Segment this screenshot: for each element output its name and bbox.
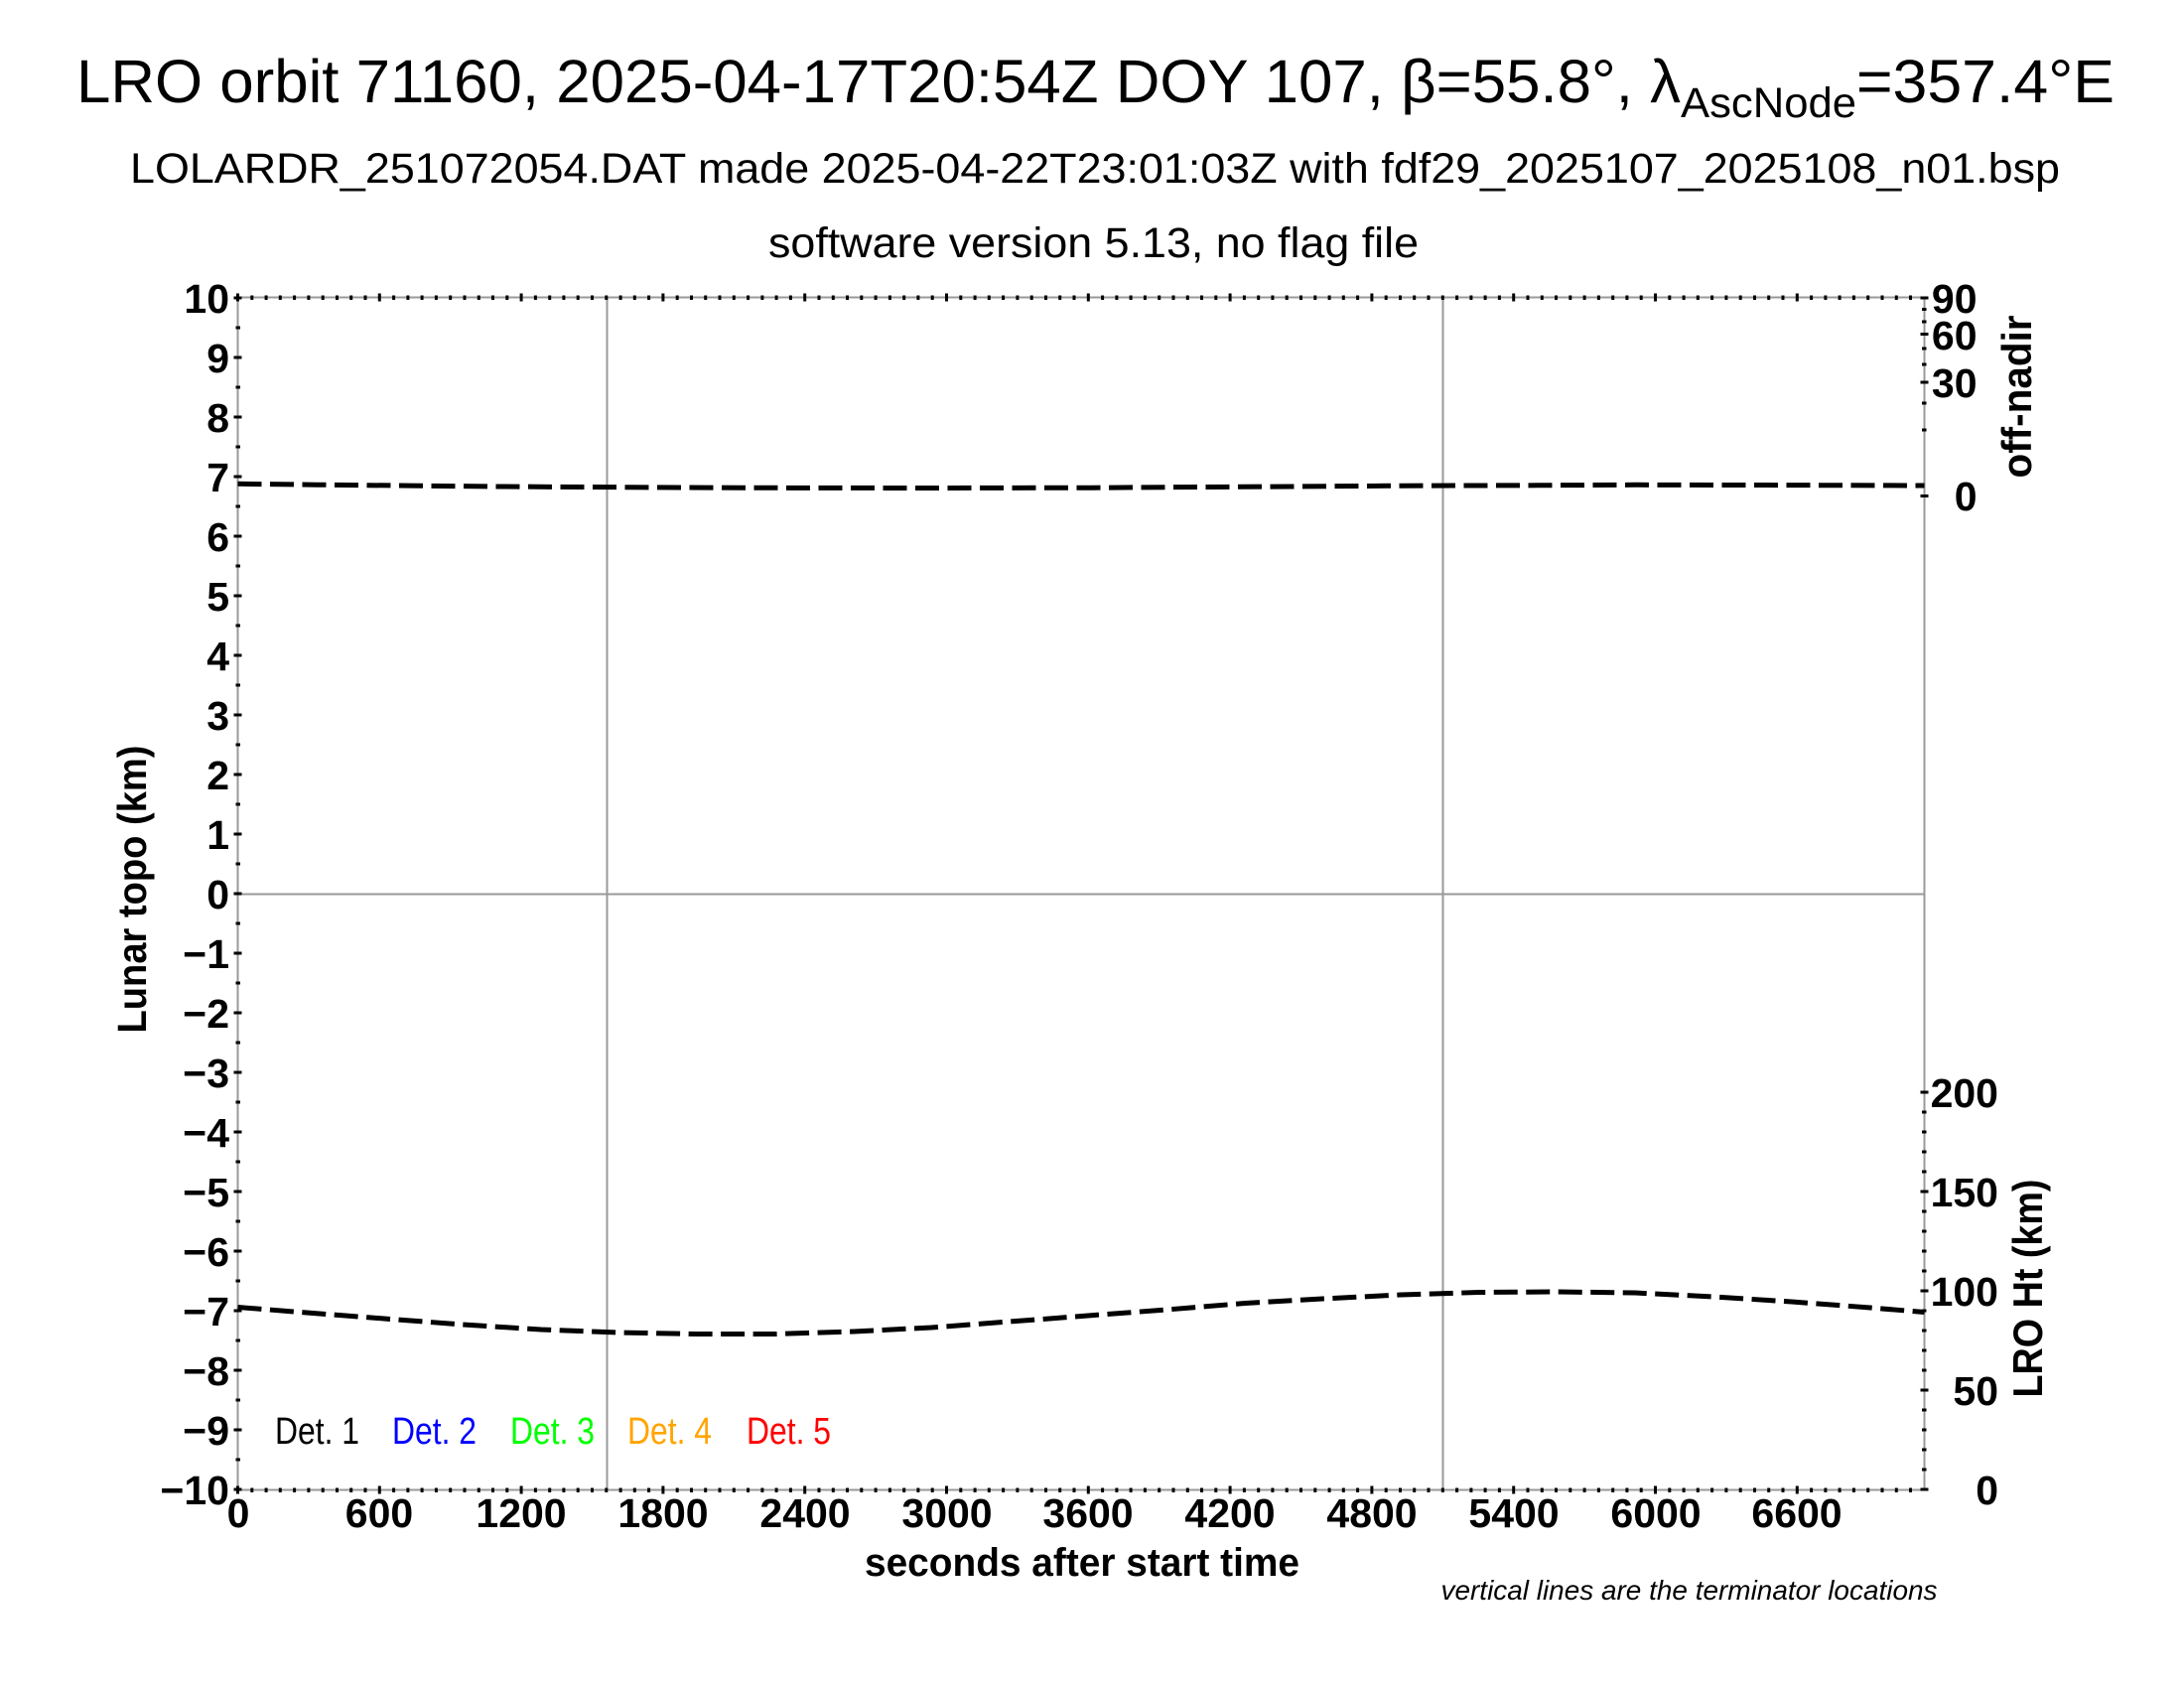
svg-text:−8: −8 (183, 1348, 229, 1394)
svg-text:Det. 2: Det. 2 (392, 1411, 477, 1453)
svg-text:−9: −9 (183, 1408, 229, 1454)
svg-text:4: 4 (206, 633, 229, 679)
svg-text:7: 7 (206, 455, 229, 500)
svg-text:Det. 3: Det. 3 (510, 1411, 595, 1453)
svg-text:0: 0 (1976, 1468, 1998, 1513)
svg-text:200: 200 (1931, 1070, 1998, 1116)
svg-text:Det. 5: Det. 5 (747, 1411, 831, 1453)
svg-text:1200: 1200 (476, 1490, 566, 1536)
svg-text:50: 50 (1953, 1368, 1998, 1414)
svg-text:4200: 4200 (1184, 1490, 1275, 1536)
svg-text:Det. 1: Det. 1 (275, 1411, 359, 1453)
svg-text:8: 8 (206, 395, 229, 441)
svg-text:LRO Ht (km): LRO Ht (km) (2004, 1180, 2051, 1398)
svg-text:0: 0 (1955, 474, 1978, 519)
svg-text:0: 0 (227, 1490, 250, 1536)
svg-text:5: 5 (206, 574, 229, 620)
svg-text:vertical lines are the termina: vertical lines are the terminator locati… (1441, 1575, 1938, 1606)
svg-text:60: 60 (1932, 313, 1978, 358)
svg-text:3: 3 (206, 693, 229, 739)
svg-text:−5: −5 (183, 1170, 229, 1215)
svg-text:−6: −6 (183, 1229, 229, 1275)
svg-text:6000: 6000 (1610, 1490, 1701, 1536)
svg-text:4800: 4800 (1326, 1490, 1417, 1536)
svg-text:6600: 6600 (1751, 1490, 1842, 1536)
svg-text:2: 2 (206, 753, 229, 798)
svg-text:Det. 4: Det. 4 (627, 1411, 712, 1453)
svg-text:off-nadir: off-nadir (1993, 316, 2040, 479)
svg-text:1800: 1800 (617, 1490, 708, 1536)
svg-text:3000: 3000 (901, 1490, 992, 1536)
svg-text:30: 30 (1932, 360, 1978, 406)
svg-text:AscNode: AscNode (1681, 79, 1856, 127)
svg-text:5400: 5400 (1468, 1490, 1559, 1536)
svg-text:−1: −1 (183, 931, 229, 977)
svg-text:10: 10 (184, 276, 229, 322)
svg-text:3600: 3600 (1042, 1490, 1133, 1536)
svg-text:9: 9 (206, 336, 229, 381)
svg-text:100: 100 (1931, 1269, 1998, 1315)
svg-text:=357.4°E: =357.4°E (1856, 48, 2115, 115)
svg-text:1: 1 (206, 812, 229, 858)
svg-text:software version 5.13, no flag: software version 5.13, no flag file (768, 219, 1419, 267)
svg-text:150: 150 (1931, 1170, 1998, 1215)
svg-text:6: 6 (206, 514, 229, 560)
svg-text:0: 0 (206, 872, 229, 917)
svg-text:seconds after start time: seconds after start time (865, 1541, 1299, 1585)
svg-text:−2: −2 (183, 991, 229, 1037)
svg-text:600: 600 (345, 1490, 413, 1536)
svg-text:Lunar topo (km): Lunar topo (km) (109, 746, 155, 1034)
svg-text:−3: −3 (183, 1051, 229, 1096)
svg-text:−4: −4 (183, 1110, 229, 1156)
svg-text:LRO orbit 71160, 2025-04-17T20: LRO orbit 71160, 2025-04-17T20:54Z DOY 1… (76, 48, 1681, 115)
svg-text:−7: −7 (183, 1289, 229, 1335)
svg-text:−10: −10 (160, 1468, 229, 1513)
svg-text:LOLARDR_251072054.DAT made 202: LOLARDR_251072054.DAT made 2025-04-22T23… (130, 145, 2060, 193)
svg-text:90: 90 (1932, 276, 1978, 322)
svg-text:2400: 2400 (759, 1490, 850, 1536)
